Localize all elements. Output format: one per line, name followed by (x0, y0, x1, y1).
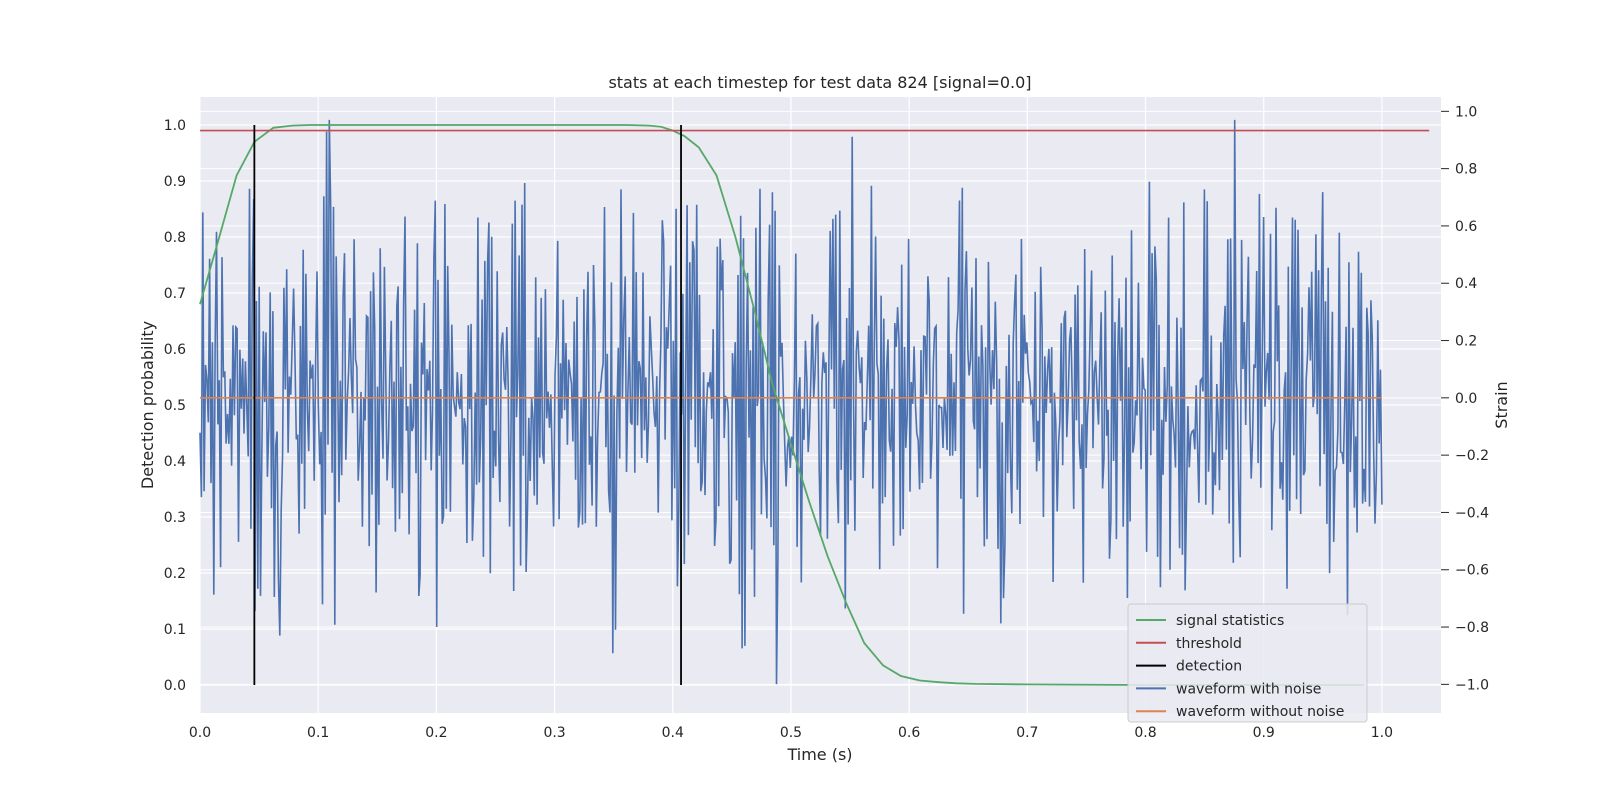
x-tick-label: 0.0 (189, 725, 211, 741)
legend: signal statistics threshold detection wavef… (1127, 603, 1368, 723)
y-left-tick-label: 0.7 (164, 286, 186, 302)
x-tick-label: 0.4 (662, 725, 684, 741)
y-left-tick-label: 1.0 (164, 118, 186, 134)
x-tick-label: 0.6 (898, 725, 920, 741)
x-axis-ticks: 0.0 0.1 0.2 0.3 0.4 0.5 0.6 0.7 0.8 0.9 1.0 (189, 725, 1393, 741)
y-left-axis-ticks: 0.0 0.1 0.2 0.3 0.4 0.5 0.6 0.7 0.8 0.9 1.0 (164, 118, 186, 694)
series-waveform-with-noise (199, 119, 1383, 685)
y-left-tick-label: 0.5 (164, 398, 186, 414)
y-left-tick-label: 0.0 (164, 678, 186, 694)
legend-label: waveform with noise (1176, 681, 1321, 697)
y-right-tick-label: −0.6 (1455, 563, 1489, 579)
y-right-tick-label: 1.0 (1455, 104, 1477, 120)
legend-label: detection (1176, 659, 1242, 675)
x-tick-label: 0.1 (307, 725, 329, 741)
legend-label: waveform without noise (1176, 704, 1344, 720)
y-left-tick-label: 0.3 (164, 510, 186, 526)
y-right-tick-label: 0.6 (1455, 219, 1477, 235)
y-right-tick-label: 0.2 (1455, 334, 1477, 350)
y-right-tick-label: −0.2 (1455, 448, 1489, 464)
y-right-tick-label: −0.4 (1455, 505, 1489, 521)
y-left-tick-label: 0.1 (164, 622, 186, 638)
y-left-tick-label: 0.4 (164, 454, 186, 470)
y-right-tick-label: −1.0 (1455, 677, 1489, 693)
y-left-tick-label: 0.2 (164, 566, 186, 582)
x-axis-label: Time (s) (786, 745, 852, 764)
y-right-tick-label: 0.4 (1455, 276, 1477, 292)
y-right-axis-ticks: −1.0 −0.8 −0.6 −0.4 −0.2 0.0 0.2 0.4 0.6 0.8 1.0 (1441, 104, 1489, 693)
chart-title: stats at each timestep for test data 824… (608, 73, 1031, 92)
legend-label: threshold (1176, 636, 1242, 652)
x-tick-label: 0.9 (1253, 725, 1275, 741)
series-layer (199, 119, 1430, 686)
x-tick-label: 0.3 (543, 725, 565, 741)
y-left-tick-label: 0.6 (164, 342, 186, 358)
legend-label: signal statistics (1176, 613, 1284, 629)
y-right-tick-label: −0.8 (1455, 620, 1489, 636)
y-left-tick-label: 0.9 (164, 174, 186, 190)
y-left-axis-label: Detection probability (138, 321, 157, 489)
y-right-tick-label: 0.8 (1455, 162, 1477, 178)
x-tick-label: 1.0 (1371, 725, 1393, 741)
series-signal-statistics (199, 124, 1365, 686)
x-tick-label: 0.2 (425, 725, 447, 741)
x-tick-label: 0.5 (780, 725, 802, 741)
x-tick-label: 0.8 (1134, 725, 1156, 741)
y-right-axis-label: Strain (1492, 381, 1511, 428)
legend-box (1127, 603, 1368, 723)
y-left-tick-label: 0.8 (164, 230, 186, 246)
y-right-tick-label: 0.0 (1455, 391, 1477, 407)
x-tick-label: 0.7 (1016, 725, 1038, 741)
